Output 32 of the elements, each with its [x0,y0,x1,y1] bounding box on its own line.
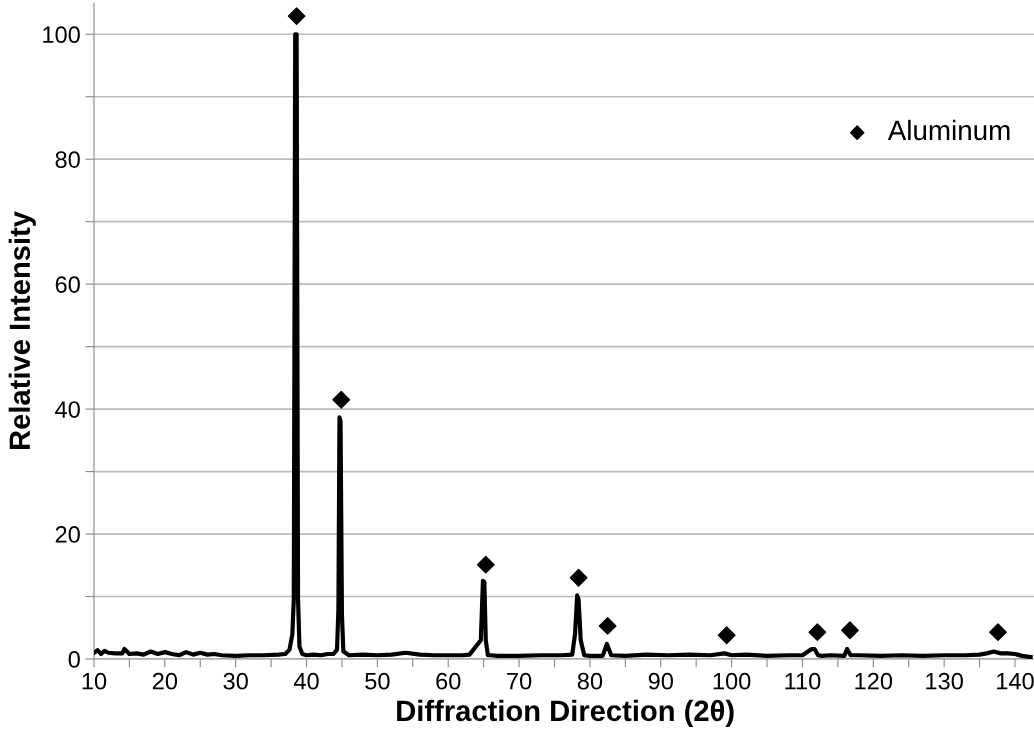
x-tick-label: 90 [648,672,673,690]
x-tick-label: 110 [785,672,821,690]
x-tick-label: 10 [82,672,107,690]
x-tick-label: 100 [713,672,751,690]
point [332,390,351,409]
point [841,621,859,640]
legend-label: Aluminum [887,119,1010,141]
y-tick-label: 40 [55,401,80,418]
x-tick-label: 130 [926,672,963,690]
x-tick-label: 30 [223,672,248,690]
x-tick-label: 70 [507,672,532,690]
y-tick-label: 60 [55,276,80,293]
y-tick-label: 20 [55,526,80,543]
point [598,616,617,635]
point [569,568,588,587]
x-tick-label: 40 [293,672,319,690]
point [989,623,1007,642]
y-tick-label: 80 [55,151,80,168]
x-tick-label: 50 [365,672,390,690]
x-tick-label: 140 [997,672,1034,690]
point [808,623,827,642]
point [476,555,495,574]
x-axis-title: Diffraction Direction (2θ) [397,699,734,727]
x-tick-label: 60 [436,672,461,690]
y-tick-label: 0 [68,651,80,668]
point [717,626,736,645]
point [287,7,306,26]
x-tick-label: 120 [855,672,893,690]
y-tick-label: 100 [43,26,80,44]
x-tick-label: 80 [577,672,603,690]
y-axis-title: Relative Intensity [8,211,36,449]
x-tick-label: 20 [152,672,178,690]
